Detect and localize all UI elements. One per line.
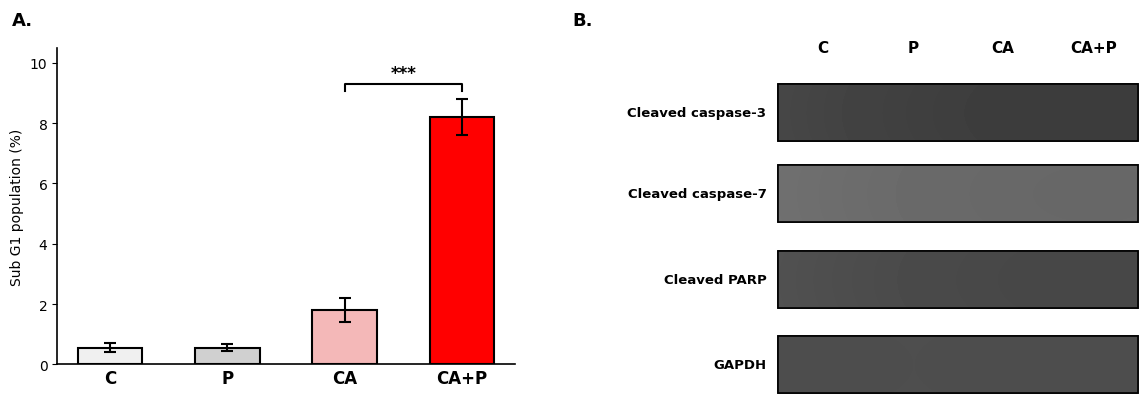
Bar [78, 348, 143, 364]
Bar [429, 118, 494, 364]
Text: GAPDH: GAPDH [714, 358, 766, 371]
Bar [778, 166, 1138, 223]
Text: C: C [818, 41, 828, 56]
Y-axis label: Sub G1 population (%): Sub G1 population (%) [10, 128, 24, 285]
Text: P: P [907, 41, 919, 56]
Bar [778, 166, 1138, 223]
Text: B.: B. [572, 12, 593, 30]
Bar [312, 310, 376, 364]
Bar [778, 336, 1138, 393]
Bar [778, 85, 1138, 142]
Text: Cleaved caspase-3: Cleaved caspase-3 [627, 107, 766, 120]
Bar [778, 251, 1138, 308]
Text: Cleaved PARP: Cleaved PARP [664, 273, 766, 286]
Text: CA: CA [992, 41, 1015, 56]
Bar [196, 348, 260, 364]
Text: Cleaved caspase-7: Cleaved caspase-7 [628, 188, 766, 201]
Bar [778, 251, 1138, 308]
Text: A.: A. [11, 12, 32, 30]
Bar [778, 85, 1138, 142]
Bar [778, 336, 1138, 393]
Text: ***: *** [390, 65, 416, 83]
Text: CA+P: CA+P [1070, 41, 1117, 56]
